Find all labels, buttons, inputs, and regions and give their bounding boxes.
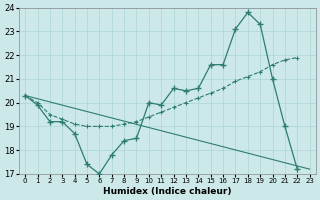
X-axis label: Humidex (Indice chaleur): Humidex (Indice chaleur) (103, 187, 232, 196)
